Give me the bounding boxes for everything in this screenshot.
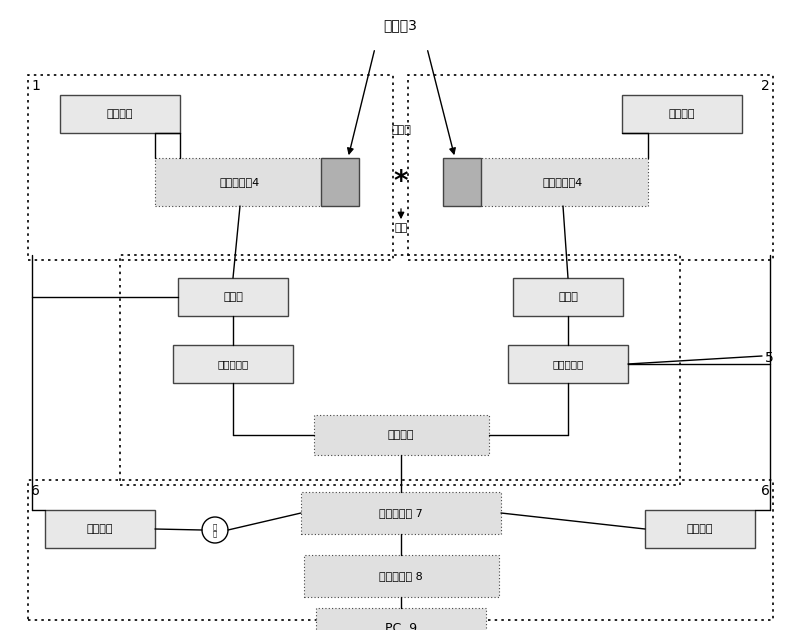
Text: 5: 5 <box>765 351 774 365</box>
Bar <box>301 492 501 534</box>
Bar <box>60 95 180 133</box>
Text: 光电信号加4: 光电信号加4 <box>220 177 260 187</box>
Text: 定时电路: 定时电路 <box>86 524 114 534</box>
Text: 放射源: 放射源 <box>391 125 411 135</box>
Text: 6: 6 <box>31 484 40 498</box>
Text: 1: 1 <box>31 79 40 93</box>
Text: 高压电源: 高压电源 <box>106 109 134 119</box>
Bar <box>508 345 628 383</box>
Text: 符合电路: 符合电路 <box>388 430 414 440</box>
Bar <box>28 75 393 260</box>
Text: 闪烁体3: 闪烁体3 <box>383 18 417 32</box>
Text: 定时电路: 定时电路 <box>686 524 714 534</box>
Text: 放大器: 放大器 <box>558 292 578 302</box>
Text: 光电信号加4: 光电信号加4 <box>543 177 583 187</box>
Text: 样品: 样品 <box>394 223 408 233</box>
Text: 2: 2 <box>762 79 770 93</box>
Bar <box>321 158 359 206</box>
Bar <box>28 480 773 620</box>
Bar <box>120 255 680 485</box>
Text: 6: 6 <box>761 484 770 498</box>
Text: PC  9: PC 9 <box>385 622 417 630</box>
Bar <box>45 510 155 548</box>
Bar <box>314 415 489 455</box>
Bar <box>513 278 623 316</box>
Bar <box>155 158 325 206</box>
Bar <box>316 608 486 630</box>
Text: 振
荡: 振 荡 <box>213 523 217 537</box>
Bar <box>622 95 742 133</box>
Text: 多道分析器 8: 多道分析器 8 <box>379 571 423 581</box>
Text: 单道分析器: 单道分析器 <box>218 359 249 369</box>
Text: 放大器: 放大器 <box>223 292 243 302</box>
Text: 高压电源: 高压电源 <box>669 109 695 119</box>
Bar <box>303 555 498 597</box>
Bar <box>408 75 773 260</box>
Text: 单道分析器: 单道分析器 <box>552 359 584 369</box>
Bar <box>178 278 288 316</box>
Bar <box>443 158 481 206</box>
Bar <box>173 345 293 383</box>
Text: 时间转换器 7: 时间转换器 7 <box>379 508 423 518</box>
Text: *: * <box>394 168 408 196</box>
Bar <box>478 158 648 206</box>
Bar <box>645 510 755 548</box>
